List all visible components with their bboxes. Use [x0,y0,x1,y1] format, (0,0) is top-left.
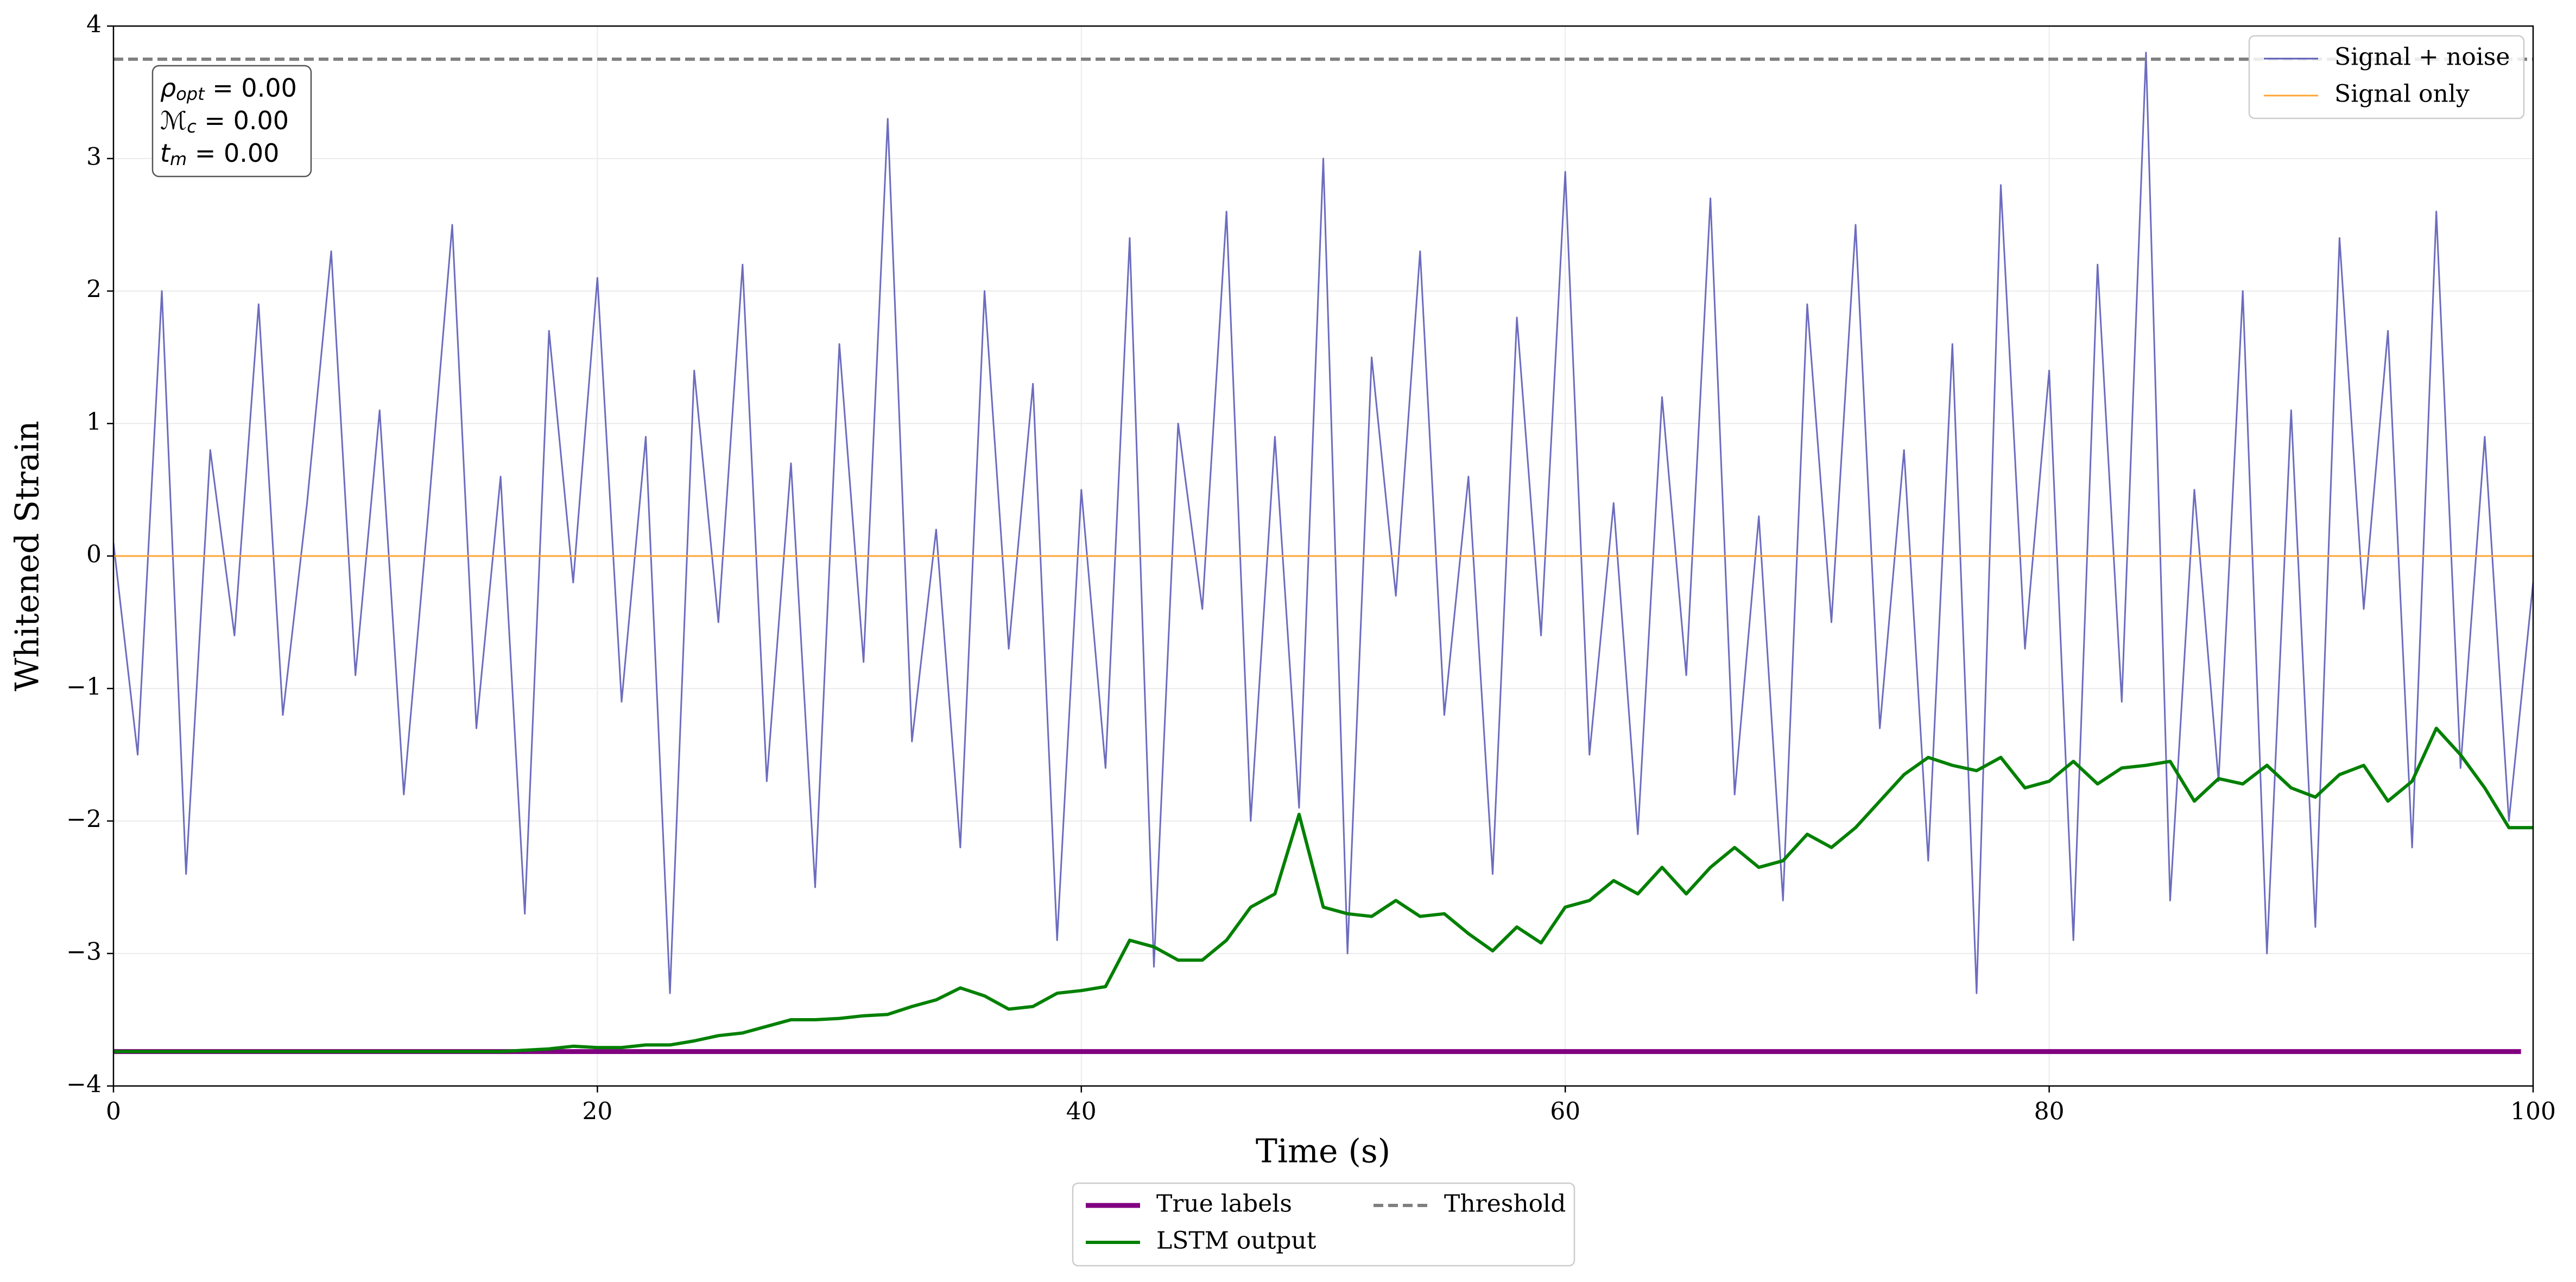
annotation-symbol: ℳ [160,106,187,135]
y-tick-label: 0 [86,541,102,569]
x-tick-label: 100 [2510,1098,2556,1126]
series-line [113,52,2533,994]
annotation-value: = 0.00 [197,106,289,135]
legend-label: True labels [1156,1190,1292,1218]
x-tick-label: 60 [1550,1098,1580,1126]
x-tick-label: 20 [582,1098,612,1126]
annotation-value: = 0.00 [187,138,279,168]
x-tick-label: 40 [1066,1098,1097,1126]
annotation-sub: m [170,149,187,169]
annotation-symbol: t [160,138,171,168]
annotation-symbol: ρ [160,73,176,103]
x-tick-label: 80 [2034,1098,2065,1126]
axes-frame [112,25,2534,1087]
annotation-box [151,65,312,178]
legend-label: LSTM output [1156,1227,1317,1255]
y-tick-label: 2 [86,276,102,304]
y-tick-label: −1 [66,673,102,701]
y-tick-label: 1 [86,408,102,436]
y-tick-label: −3 [66,938,102,966]
y-axis-label: Whitened Strain [9,421,47,691]
legend-label: Signal only [2334,80,2470,108]
legend-frame [2248,35,2525,119]
legend-label: Signal + noise [2334,43,2510,71]
annotation-value: = 0.00 [205,73,297,103]
legend-frame [1072,1182,1575,1267]
legend: Signal + noise Signal only [2248,35,2525,119]
annotation-text: ℳc = 0.00 [160,106,289,137]
annotation-sub: opt [176,84,205,104]
legend-label: Threshold [1444,1190,1566,1218]
annotation-sub: c [187,116,197,137]
y-tick-label: 4 [86,11,102,39]
x-axis-label: Time (s) [1256,1133,1390,1171]
annotation-text: ρopt = 0.00 [160,73,297,105]
annotation-text: tm = 0.00 [160,138,279,170]
legend: True labels LSTM output Threshold [1072,1182,1575,1267]
y-tick-label: −2 [66,806,102,833]
y-tick-label: −4 [66,1071,102,1098]
y-tick-label: 3 [86,143,102,171]
series-line [113,727,2533,1053]
x-tick-label: 0 [106,1098,121,1126]
